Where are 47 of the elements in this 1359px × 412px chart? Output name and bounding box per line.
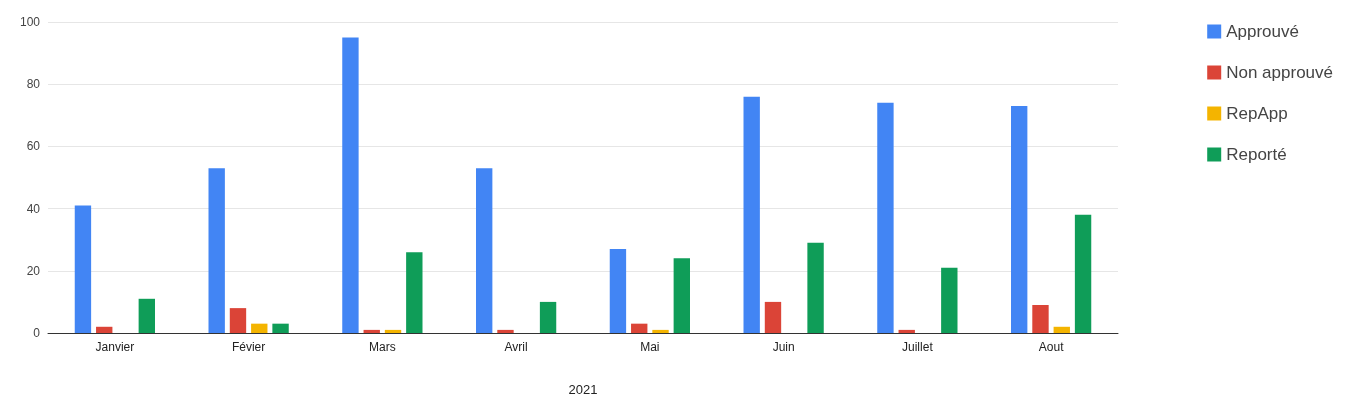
bar bbox=[1032, 305, 1049, 333]
y-tick-label: 60 bbox=[26, 139, 41, 154]
bar bbox=[1053, 326, 1070, 333]
bar bbox=[497, 329, 514, 333]
x-tick-label: Juillet bbox=[902, 340, 934, 354]
bar bbox=[631, 323, 648, 333]
bar bbox=[941, 267, 958, 333]
bar bbox=[406, 252, 423, 333]
legend-label: Non approuvé bbox=[1226, 63, 1334, 82]
x-tick-label: Mai bbox=[640, 340, 660, 354]
bar bbox=[807, 242, 824, 333]
legend-label: Approuvé bbox=[1226, 22, 1299, 41]
bar bbox=[1011, 105, 1028, 333]
bar bbox=[384, 329, 402, 333]
x-tick-label: Janvier bbox=[95, 340, 135, 354]
bar bbox=[743, 96, 760, 333]
bar bbox=[363, 329, 380, 333]
legend-label: Reporté bbox=[1226, 145, 1287, 164]
y-tick-label: 0 bbox=[33, 326, 41, 340]
legend-label: RepApp bbox=[1226, 104, 1288, 123]
bar bbox=[877, 102, 894, 333]
bar bbox=[609, 249, 627, 333]
y-tick-label: 80 bbox=[26, 77, 41, 92]
x-axis-title: 2021 bbox=[568, 382, 598, 397]
bar bbox=[342, 37, 359, 333]
y-tick-label: 40 bbox=[26, 201, 41, 216]
bar bbox=[652, 329, 669, 333]
bar bbox=[208, 168, 225, 333]
y-tick-label: 100 bbox=[19, 15, 41, 29]
x-tick-label: Aout bbox=[1038, 340, 1065, 354]
bar bbox=[229, 308, 247, 333]
bar bbox=[673, 258, 690, 333]
bar bbox=[96, 326, 113, 333]
bar bbox=[539, 301, 557, 333]
y-tick-label: 20 bbox=[26, 263, 41, 278]
bar bbox=[74, 205, 92, 333]
bar bbox=[251, 323, 268, 333]
bar bbox=[1074, 214, 1092, 333]
x-tick-label: Avril bbox=[504, 340, 528, 354]
x-tick-label: Juin bbox=[772, 340, 795, 354]
bar bbox=[476, 168, 493, 333]
bar bbox=[272, 323, 289, 333]
x-tick-label: Févier bbox=[231, 340, 266, 354]
bar bbox=[764, 301, 782, 333]
x-tick-label: Mars bbox=[369, 340, 396, 354]
bar bbox=[898, 329, 915, 333]
bar bbox=[138, 298, 155, 333]
